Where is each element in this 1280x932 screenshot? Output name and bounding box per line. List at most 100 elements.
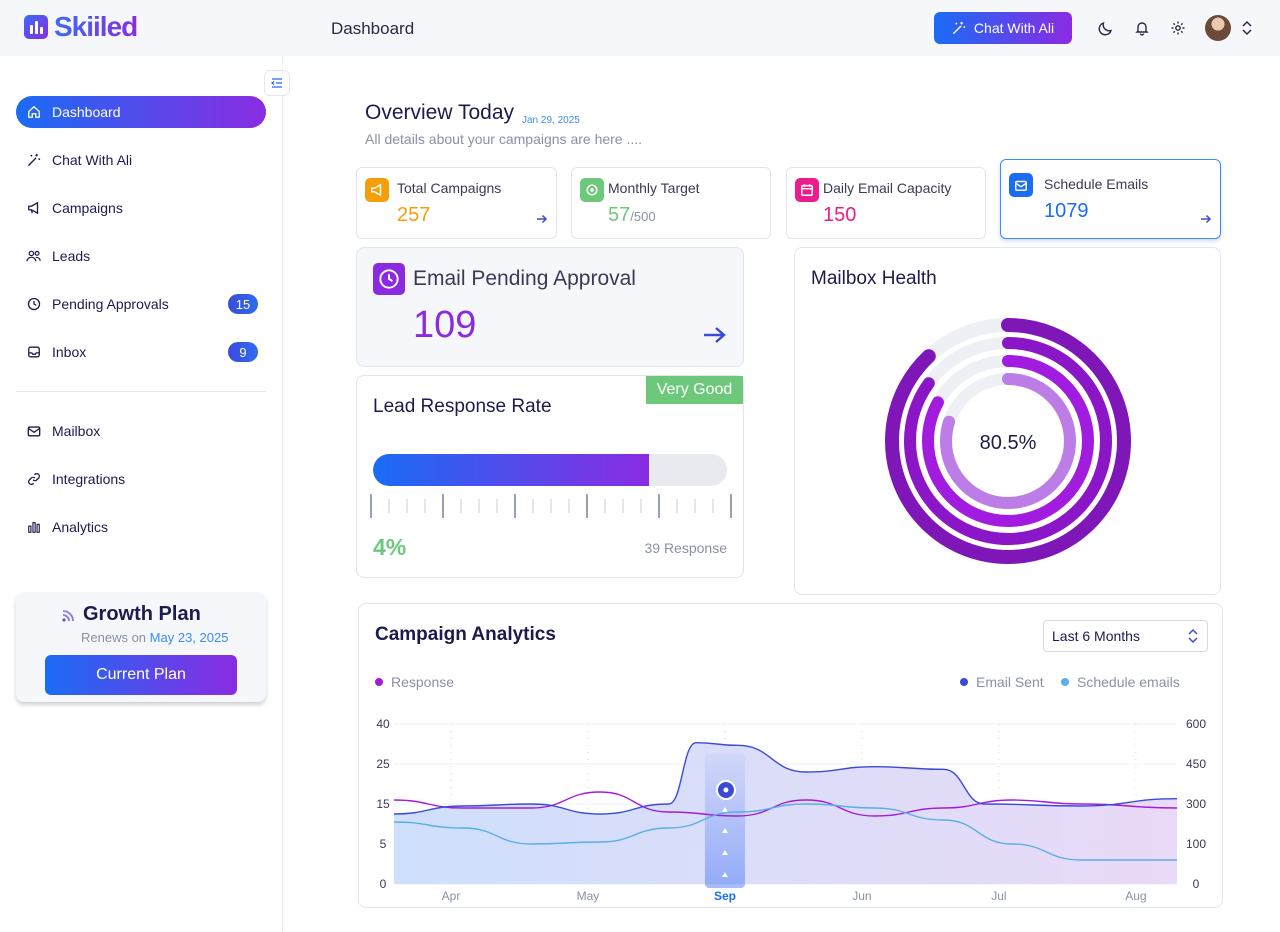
lead-progress-bar <box>373 454 727 486</box>
chat-button-label: Chat With Ali <box>973 20 1055 36</box>
y-right-tick-label: 100 <box>1186 837 1206 851</box>
overview-title: Overview Today <box>365 101 515 124</box>
legend-dot <box>375 678 383 686</box>
legend-response[interactable]: Response <box>375 674 454 690</box>
y-left-tick-label: 15 <box>376 797 390 811</box>
mailbox-health-card: Mailbox Health 80.5% <box>794 247 1221 595</box>
stat-value: 257 <box>397 204 431 226</box>
lead-response-percent: 4% <box>373 534 407 560</box>
stat-value: 150 <box>823 204 857 226</box>
ring-progress <box>940 373 1076 509</box>
collapse-sidebar-button[interactable] <box>264 70 290 96</box>
series-line-email-sent <box>393 741 1178 815</box>
mailbox-health-value: 80.5% <box>980 432 1037 454</box>
series-line-schedule-emails <box>393 803 1177 861</box>
stat-label: Total Campaigns <box>397 180 502 196</box>
mailbox-health-rings: 80.5% <box>885 318 1131 564</box>
rating-badge: Very Good <box>646 376 743 404</box>
y-right-tick-label: 0 <box>1193 877 1200 891</box>
signal-icon <box>62 609 74 622</box>
logo[interactable]: Skiiled <box>24 11 138 42</box>
stat-card-monthly-target[interactable]: Monthly Target 57/500 <box>571 167 771 239</box>
plan-renewal: Renews on May 23, 2025 <box>81 630 228 645</box>
renew-date: May 23, 2025 <box>149 630 229 645</box>
sidebar-item-analytics[interactable]: Analytics <box>16 511 266 543</box>
sidebar-item-inbox[interactable]: Inbox 9 <box>16 336 266 368</box>
inbox-icon <box>26 344 42 360</box>
gear-icon[interactable] <box>1168 18 1188 38</box>
lead-progress-fill <box>373 454 650 486</box>
stat-label: Monthly Target <box>608 180 700 196</box>
sidebar-item-label: Mailbox <box>52 423 101 439</box>
bell-icon[interactable] <box>1132 18 1152 38</box>
y-left-tick-label: 40 <box>376 717 390 731</box>
magic-wand-icon <box>952 21 966 34</box>
sidebar-item-campaigns[interactable]: Campaigns <box>16 192 266 224</box>
mailbox-health-title: Mailbox Health <box>811 268 937 289</box>
stat-value: 1079 <box>1044 200 1089 222</box>
email-sent-area <box>394 742 1177 884</box>
sidebar-item-leads[interactable]: Leads <box>16 240 266 272</box>
analytics-title: Campaign Analytics <box>375 624 556 645</box>
lead-response-title: Lead Response Rate <box>373 396 552 417</box>
ring-progress <box>922 355 1094 527</box>
ring-progress <box>885 318 1131 564</box>
sidebar-item-dashboard[interactable]: Dashboard <box>16 96 266 128</box>
legend-schedule-emails[interactable]: Schedule emails <box>1061 674 1180 690</box>
current-plan-button[interactable]: Current Plan <box>45 655 237 695</box>
bar-chart-icon <box>26 519 42 535</box>
home-icon <box>26 104 42 120</box>
sidebar-item-chat-with-ali[interactable]: Chat With Ali <box>16 144 266 176</box>
plan-title: Growth Plan <box>61 603 201 626</box>
stat-card-schedule-emails[interactable]: Schedule Emails 1079 <box>1000 159 1221 239</box>
target-icon <box>580 178 604 202</box>
chevron-updown-icon <box>1188 628 1198 644</box>
y-left-tick-label: 5 <box>380 837 387 851</box>
selected-point-center <box>723 787 729 793</box>
arrow-right-icon[interactable] <box>1200 212 1212 230</box>
sidebar-item-integrations[interactable]: Integrations <box>16 463 266 495</box>
arrow-right-icon[interactable] <box>703 325 727 350</box>
chevron-updown-icon[interactable] <box>1237 18 1257 38</box>
megaphone-icon <box>365 178 389 202</box>
sidebar-item-label: Dashboard <box>52 104 121 120</box>
sidebar-item-label: Integrations <box>52 471 126 487</box>
users-icon <box>26 248 42 264</box>
magic-wand-icon <box>26 152 42 168</box>
pending-approvals-badge: 15 <box>228 294 258 314</box>
highlight-marker <box>721 828 728 833</box>
arrow-right-icon[interactable] <box>536 212 548 230</box>
sidebar-item-label: Inbox <box>52 344 87 360</box>
inbox-badge: 9 <box>228 342 258 362</box>
moon-icon[interactable] <box>1096 18 1116 38</box>
x-tick-label: Apr <box>442 889 461 903</box>
sidebar-item-pending-approvals[interactable]: Pending Approvals 15 <box>16 288 266 320</box>
chat-with-ali-button[interactable]: Chat With Ali <box>934 12 1072 44</box>
stat-card-daily-email-capacity[interactable]: Daily Email Capacity 150 <box>786 167 986 239</box>
mailbox-icon <box>26 423 42 439</box>
clock-icon <box>26 296 42 312</box>
stat-card-total-campaigns[interactable]: Total Campaigns 257 <box>356 167 557 239</box>
range-select[interactable]: Last 6 Months <box>1043 620 1208 652</box>
sidebar-item-label: Campaigns <box>52 200 123 216</box>
x-tick-label: Jun <box>852 889 871 903</box>
x-tick-label: Aug <box>1125 889 1146 903</box>
x-tick-label: Sep <box>714 889 736 903</box>
sidebar <box>0 56 283 932</box>
overview-date: Jan 29, 2025 <box>522 115 580 126</box>
legend-label: Schedule emails <box>1077 674 1180 690</box>
plan-name: Growth Plan <box>83 603 201 625</box>
stat-value: 57/500 <box>608 204 656 226</box>
pending-approval-card[interactable]: Email Pending Approval 109 <box>356 247 744 367</box>
y-right-tick-label: 600 <box>1186 717 1206 731</box>
calendar-icon <box>795 178 819 202</box>
sidebar-item-mailbox[interactable]: Mailbox <box>16 415 266 447</box>
avatar[interactable] <box>1205 15 1231 41</box>
sidebar-item-label: Leads <box>52 248 91 264</box>
legend-email-sent[interactable]: Email Sent <box>960 674 1044 690</box>
stat-label: Schedule Emails <box>1044 176 1149 192</box>
legend-label: Email Sent <box>976 674 1044 690</box>
logo-text: Skiiled <box>54 11 138 42</box>
sidebar-item-label: Analytics <box>52 519 109 535</box>
campaign-analytics-chart[interactable]: 0 0 5 100 15 300 25 450 40 600 Apr May Sep Jun Jul Aug <box>359 604 1224 909</box>
